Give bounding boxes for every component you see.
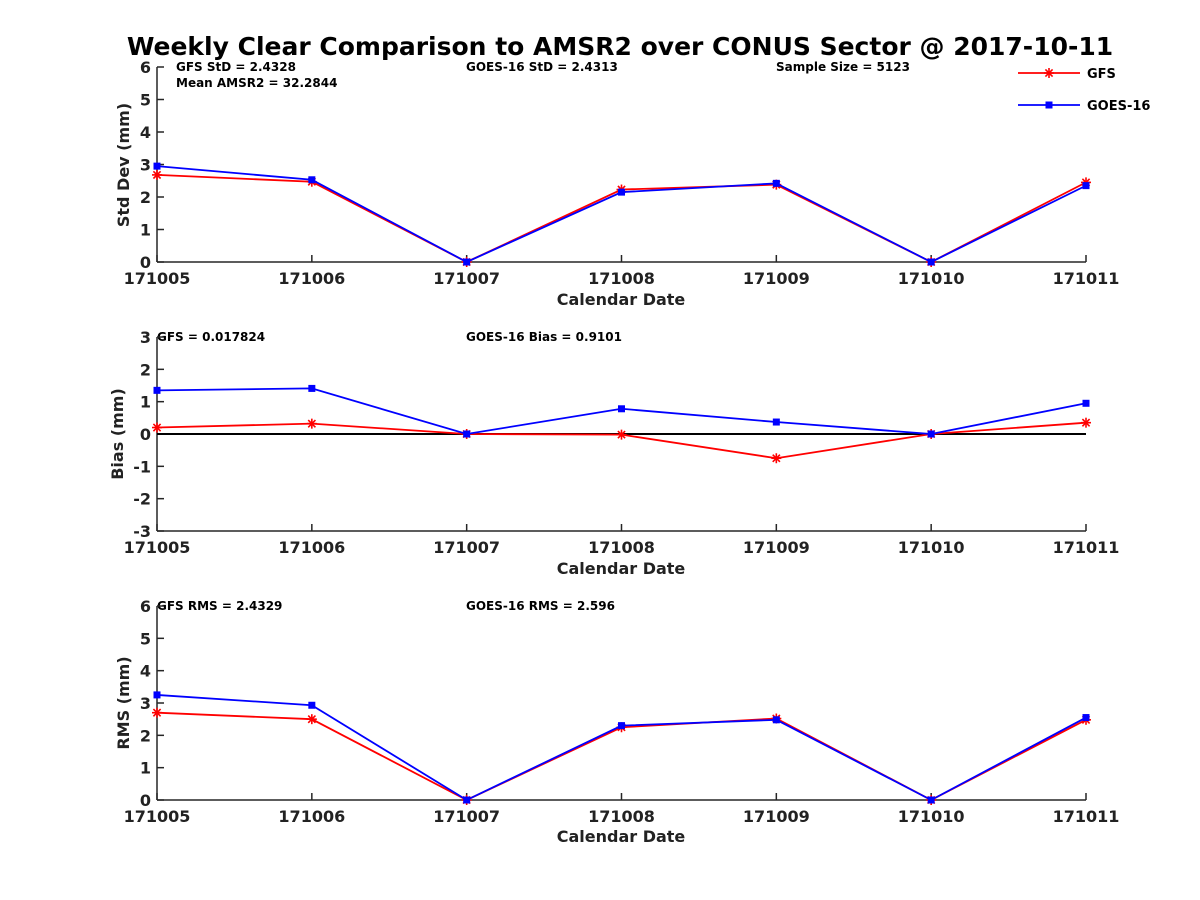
- data-point-goes16: [1082, 182, 1090, 190]
- y-tick-label: 0: [140, 425, 151, 444]
- y-tick-label: 0: [140, 791, 151, 810]
- goes-bias-annotation: GOES-16 Bias = 0.9101: [466, 330, 622, 344]
- y-tick-label: 1: [140, 393, 151, 412]
- series-line-gfs: [156, 421, 1087, 460]
- legend-label-gfs: GFS: [1087, 67, 1116, 82]
- x-tick-label: 171005: [124, 807, 191, 826]
- x-tick-label: 171011: [1053, 538, 1120, 557]
- x-tick-label: 171006: [278, 807, 345, 826]
- x-tick-label: 171009: [743, 538, 810, 557]
- legend-marker-gfs: [1044, 68, 1054, 78]
- data-point-goes16: [772, 418, 780, 426]
- data-point-goes16: [772, 179, 780, 187]
- std-dev-ylabel: Std Dev (mm): [114, 103, 133, 227]
- series-line-goes16: [156, 694, 1087, 802]
- y-tick-label: 5: [140, 629, 151, 648]
- data-point-goes16: [1082, 714, 1090, 722]
- x-tick-label: 171006: [278, 269, 345, 288]
- legend-label-goes16: GOES-16: [1087, 99, 1150, 114]
- data-point-goes16: [308, 176, 316, 184]
- gfs-rms-annotation: GFS RMS = 2.4329: [157, 599, 282, 613]
- x-tick-label: 171005: [124, 538, 191, 557]
- x-tick-label: 171010: [898, 538, 965, 557]
- y-tick-label: 3: [140, 328, 151, 347]
- rms-xlabel: Calendar Date: [557, 827, 686, 846]
- data-point-goes16: [153, 386, 161, 394]
- y-tick-label: -1: [133, 457, 151, 476]
- data-point-gfs: [1081, 417, 1091, 428]
- x-tick-label: 171007: [433, 807, 500, 826]
- x-tick-label: 171008: [588, 807, 655, 826]
- legend: GFS GOES-16: [1018, 67, 1150, 114]
- data-point-goes16: [618, 722, 625, 730]
- y-tick-label: 4: [140, 123, 151, 142]
- std-dev-xlabel: Calendar Date: [557, 290, 686, 309]
- y-tick-label: 2: [140, 360, 151, 379]
- data-point-goes16: [927, 430, 935, 438]
- y-tick-label: 1: [140, 221, 151, 240]
- data-point-goes16: [153, 162, 161, 170]
- data-point-gfs: [152, 169, 162, 180]
- data-point-gfs: [152, 422, 162, 433]
- data-point-gfs: [616, 429, 627, 440]
- x-tick-label: 171006: [278, 538, 345, 557]
- std-dev-panel: Std Dev (mm) Calendar Date GFS StD = 2.4…: [114, 58, 1119, 309]
- bias-xlabel: Calendar Date: [557, 559, 686, 578]
- y-tick-label: 6: [140, 597, 151, 616]
- y-tick-label: 2: [140, 188, 151, 207]
- y-tick-label: -3: [133, 522, 151, 541]
- x-tick-label: 171007: [433, 538, 500, 557]
- x-tick-label: 171009: [743, 269, 810, 288]
- bias-panel: Bias (mm) Calendar Date GFS = 0.017824 G…: [108, 328, 1119, 578]
- legend-marker-goes16: [1045, 101, 1053, 109]
- y-tick-label: 3: [140, 694, 151, 713]
- y-tick-label: 3: [140, 156, 151, 175]
- y-tick-label: 4: [140, 662, 151, 681]
- x-tick-label: 171009: [743, 807, 810, 826]
- x-tick-label: 171010: [898, 807, 965, 826]
- data-point-goes16: [618, 188, 625, 196]
- y-tick-label: -2: [133, 490, 151, 509]
- chart-title: Weekly Clear Comparison to AMSR2 over CO…: [127, 32, 1113, 61]
- x-tick-label: 171008: [588, 269, 655, 288]
- y-tick-label: 5: [140, 91, 151, 110]
- data-point-goes16: [153, 691, 161, 699]
- sample-size-annotation: Sample Size = 5123: [776, 60, 910, 74]
- data-point-goes16: [463, 796, 471, 804]
- data-point-goes16: [1082, 399, 1090, 407]
- data-point-gfs: [306, 418, 317, 429]
- y-tick-label: 2: [140, 726, 151, 745]
- data-point-goes16: [927, 258, 935, 266]
- goes-rms-annotation: GOES-16 RMS = 2.596: [466, 599, 615, 613]
- data-point-goes16: [308, 701, 316, 709]
- data-point-goes16: [463, 430, 471, 438]
- data-point-goes16: [772, 716, 780, 724]
- goes-std-annotation: GOES-16 StD = 2.4313: [466, 60, 618, 74]
- x-tick-label: 171011: [1053, 269, 1120, 288]
- gfs-std-annotation: GFS StD = 2.4328: [176, 60, 296, 74]
- data-point-goes16: [618, 405, 625, 413]
- gfs-bias-annotation: GFS = 0.017824: [157, 330, 265, 344]
- y-tick-label: 6: [140, 58, 151, 77]
- data-point-goes16: [463, 258, 471, 266]
- x-tick-label: 171007: [433, 269, 500, 288]
- x-tick-label: 171011: [1053, 807, 1120, 826]
- y-tick-label: 0: [140, 253, 151, 272]
- data-point-goes16: [927, 796, 935, 804]
- bias-ylabel: Bias (mm): [108, 388, 127, 480]
- data-point-gfs: [771, 453, 782, 464]
- x-tick-label: 171008: [588, 538, 655, 557]
- data-point-gfs: [152, 707, 162, 718]
- data-point-goes16: [308, 384, 316, 392]
- x-tick-label: 171005: [124, 269, 191, 288]
- y-tick-label: 1: [140, 759, 151, 778]
- data-point-gfs: [306, 714, 317, 725]
- rms-panel: RMS (mm) Calendar Date GFS RMS = 2.4329 …: [114, 597, 1119, 846]
- mean-amsr2-annotation: Mean AMSR2 = 32.2844: [176, 76, 337, 90]
- rms-ylabel: RMS (mm): [114, 656, 133, 749]
- x-tick-label: 171010: [898, 269, 965, 288]
